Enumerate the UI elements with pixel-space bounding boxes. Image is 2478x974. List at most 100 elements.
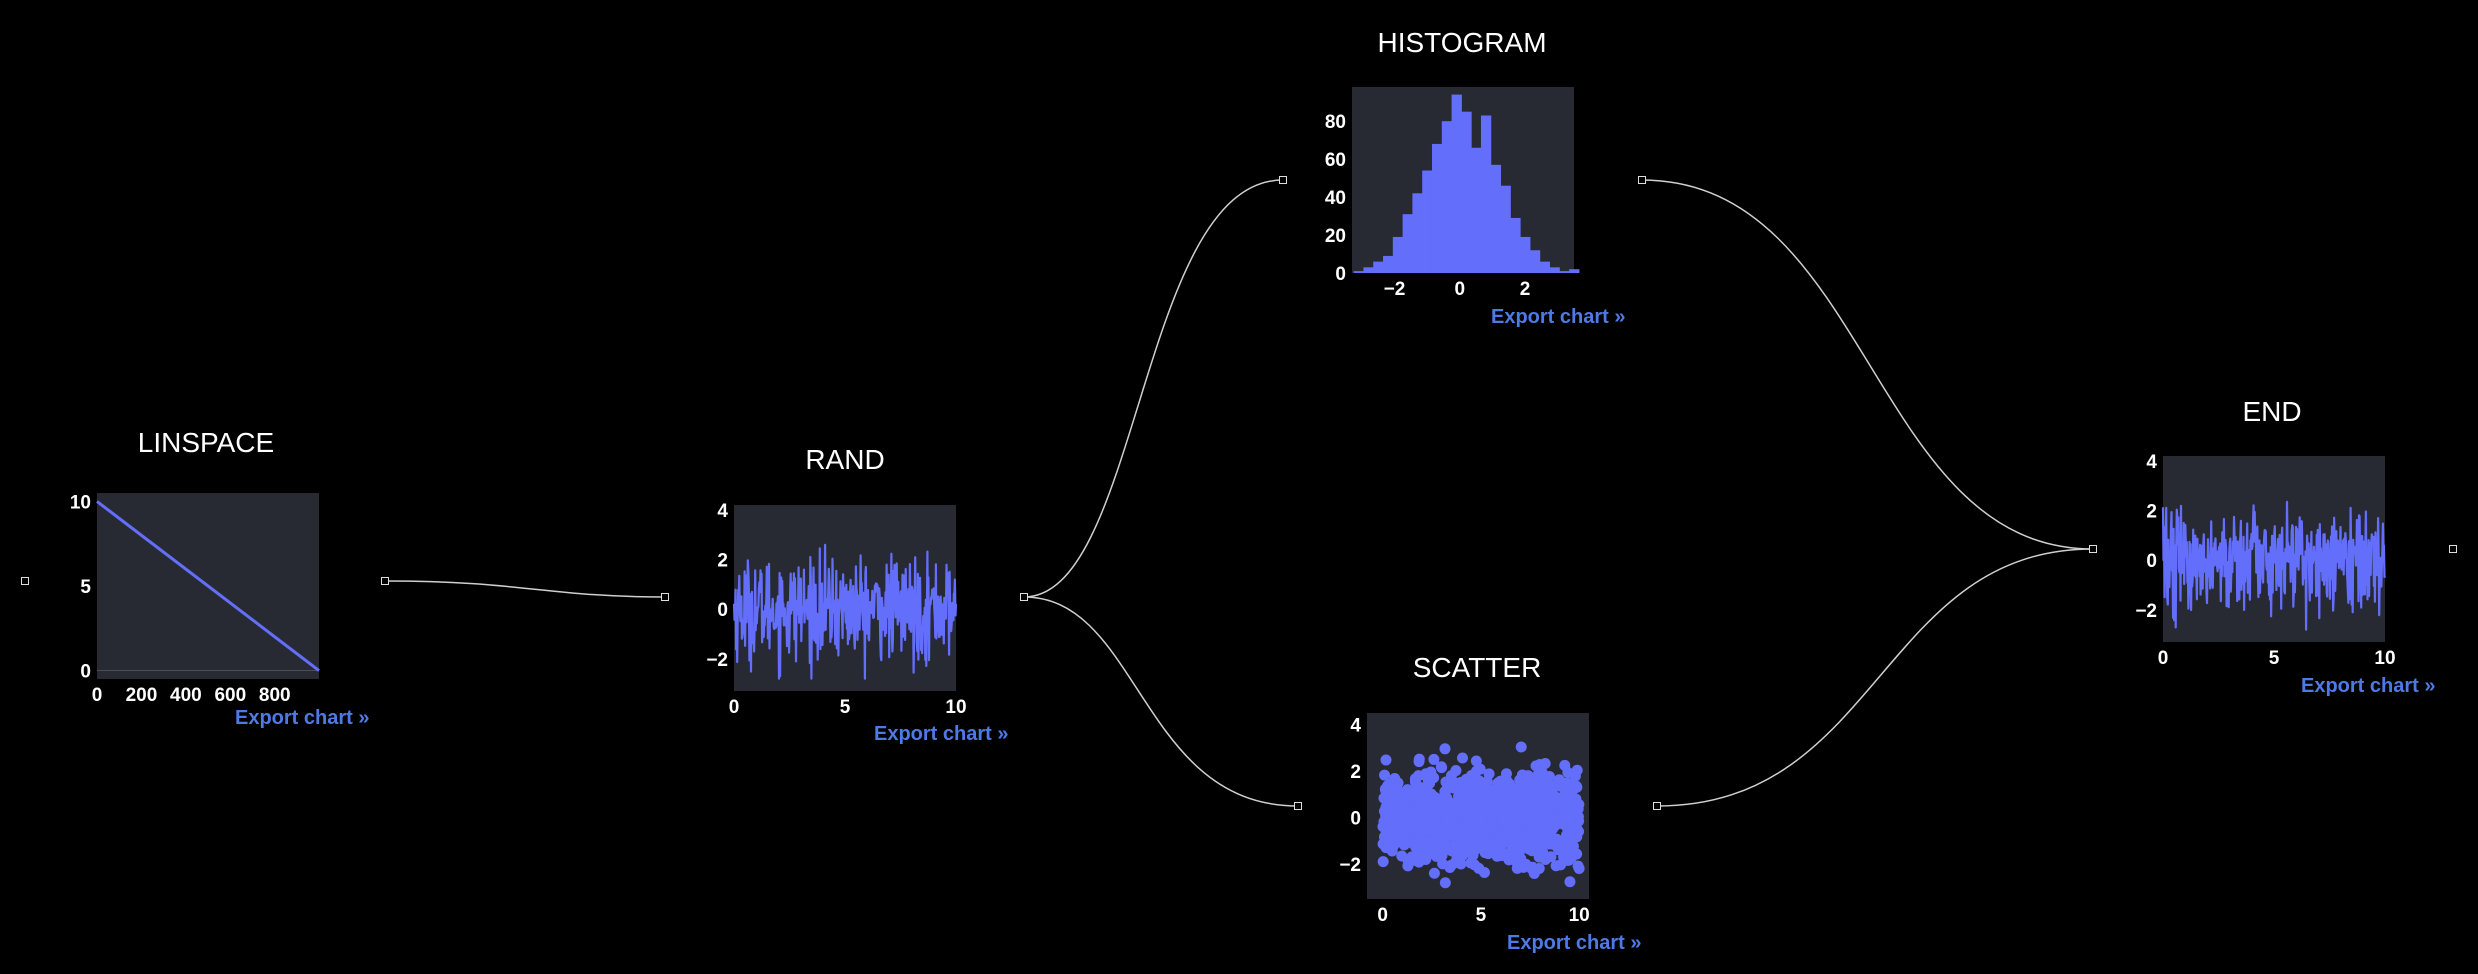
output-port-linspace[interactable] (381, 577, 389, 585)
y-tick-label: 0 (717, 600, 728, 621)
node-title-histogram: HISTOGRAM (1377, 27, 1547, 58)
scatter-point (1418, 806, 1430, 818)
x-tick-label: 5 (840, 697, 851, 718)
scatter-point (1513, 846, 1525, 858)
y-tick-label: 4 (1350, 716, 1361, 737)
scatter-point (1570, 793, 1582, 805)
x-tick-label: 5 (2269, 648, 2280, 669)
node-title-scatter: SCATTER (1412, 652, 1542, 683)
x-tick-label: 0 (2158, 648, 2169, 669)
scatter-point (1466, 769, 1478, 781)
export-chart-link-rand[interactable]: Export chart » (874, 723, 1009, 745)
x-tick-label: −2 (1384, 279, 1406, 300)
input-port-scatter[interactable] (1294, 802, 1302, 810)
y-tick-label: 0 (1335, 264, 1346, 285)
edge-scatter-end[interactable] (1656, 548, 2094, 807)
histogram-bar (1520, 236, 1531, 273)
histogram-bar (1373, 261, 1384, 273)
histogram-bar (1353, 271, 1364, 273)
scatter-point (1457, 752, 1469, 764)
input-port-linspace[interactable] (21, 577, 29, 585)
scatter-point (1515, 741, 1527, 753)
x-tick-label: 400 (170, 685, 202, 706)
edge-rand-histogram[interactable] (1023, 179, 1284, 598)
scatter-point (1439, 743, 1451, 755)
export-chart-link-end[interactable]: Export chart » (2301, 675, 2436, 697)
export-chart-link-histogram[interactable]: Export chart » (1491, 306, 1626, 328)
scatter-point (1430, 833, 1442, 845)
scatter-point (1428, 753, 1440, 765)
input-port-end[interactable] (2089, 545, 2097, 553)
scatter-point (1446, 859, 1458, 871)
scatter-point (1566, 802, 1578, 814)
export-chart-link-linspace[interactable]: Export chart » (235, 707, 370, 729)
histogram-bar (1383, 255, 1394, 273)
scatter-point (1423, 824, 1435, 836)
scatter-point (1439, 838, 1451, 850)
scatter-point (1427, 796, 1439, 808)
scatter-point (1558, 851, 1570, 863)
scatter-point (1523, 787, 1535, 799)
scatter-point (1517, 798, 1529, 810)
output-port-end[interactable] (2449, 545, 2457, 553)
histogram-bar (1441, 121, 1453, 273)
scatter-point (1420, 770, 1432, 782)
scatter-point (1468, 844, 1480, 856)
node-title-linspace: LINSPACE (137, 427, 275, 458)
scatter-chart: 0 5 10 −2 0 2 4 (1339, 713, 1590, 926)
y-tick-label: 2 (2146, 502, 2157, 523)
scatter-point (1528, 868, 1540, 880)
y-tick-label: 60 (1325, 150, 1346, 171)
output-port-rand[interactable] (1020, 593, 1028, 601)
scatter-point (1485, 842, 1497, 854)
scatter-point (1380, 754, 1392, 766)
output-port-scatter[interactable] (1653, 802, 1661, 810)
scatter-point (1539, 758, 1551, 770)
histogram-bar (1559, 271, 1570, 273)
scatter-point (1463, 803, 1475, 815)
scatter-point (1474, 814, 1486, 826)
scatter-point (1441, 792, 1453, 804)
x-tick-label: 5 (1476, 905, 1487, 926)
scatter-point (1557, 794, 1569, 806)
histogram-bar (1500, 185, 1511, 273)
edge-rand-scatter[interactable] (1023, 596, 1299, 807)
scatter-point (1412, 838, 1424, 850)
x-tick-label: 0 (92, 685, 103, 706)
series-line (96, 500, 320, 672)
histogram-bar (1402, 214, 1413, 273)
end-chart: 0 5 10 −2 0 2 4 (2135, 452, 2395, 669)
input-port-rand[interactable] (661, 593, 669, 601)
scatter-point (1450, 821, 1462, 833)
series-line (2161, 500, 2386, 631)
input-port-histogram[interactable] (1279, 176, 1287, 184)
scatter-point (1470, 755, 1482, 767)
scatter-point (1483, 768, 1495, 780)
scatter-point (1383, 820, 1395, 832)
output-port-histogram[interactable] (1638, 176, 1646, 184)
scatter-point (1478, 778, 1490, 790)
node-title-rand: RAND (805, 444, 885, 475)
x-tick-label: 2 (1520, 279, 1531, 300)
node-title-end: END (2242, 396, 2302, 427)
scatter-point (1382, 780, 1394, 792)
edge-linspace-rand[interactable] (385, 580, 666, 598)
scatter-point (1546, 786, 1558, 798)
scatter-point (1437, 858, 1449, 870)
scatter-point (1441, 814, 1453, 826)
scatter-point (1514, 774, 1526, 786)
scatter-point (1532, 813, 1544, 825)
histogram-bar (1461, 111, 1472, 274)
y-tick-label: 4 (2146, 452, 2157, 473)
edge-histogram-end[interactable] (1641, 179, 2094, 550)
scatter-point (1445, 770, 1457, 782)
series-line (732, 543, 958, 680)
scatter-point (1522, 770, 1534, 782)
y-tick-label: −2 (2135, 601, 2157, 622)
scatter-point (1521, 808, 1533, 820)
export-chart-link-scatter[interactable]: Export chart » (1507, 932, 1642, 954)
scatter-point (1457, 780, 1469, 792)
scatter-point (1397, 827, 1409, 839)
